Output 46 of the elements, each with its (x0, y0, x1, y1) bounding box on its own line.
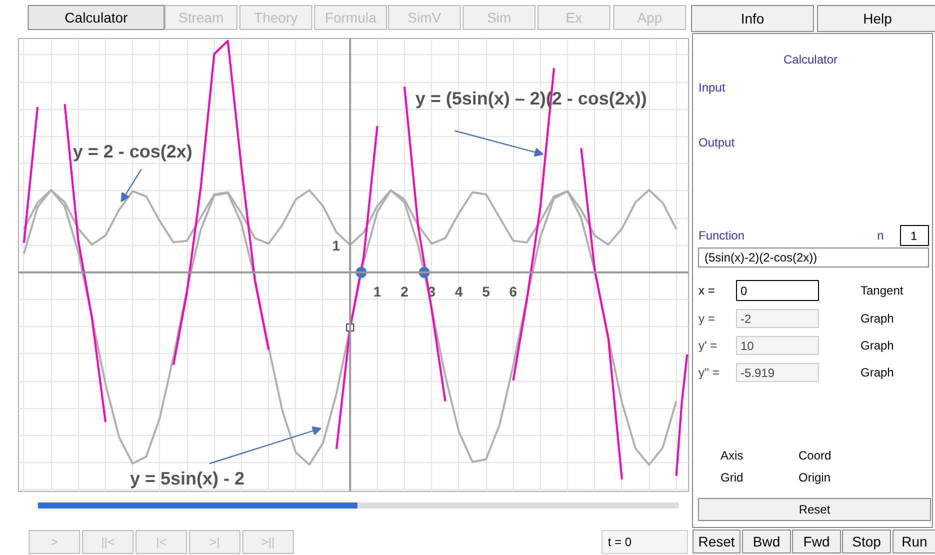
text: Reset (798, 502, 831, 516)
text: ||< (101, 535, 114, 549)
text: Calculator (783, 52, 838, 66)
text: Graph (860, 366, 894, 380)
text: -2 (740, 312, 752, 326)
text: x = (698, 284, 715, 298)
text: > (50, 535, 58, 549)
x-tick-label: 1 (373, 283, 382, 300)
text: Calculator (64, 10, 128, 26)
text: (5sin(x)-2)(2-cos(2x)) (704, 250, 818, 264)
text: Tangent (860, 284, 904, 298)
text: y = (698, 312, 715, 326)
text: Help (863, 10, 892, 26)
text: Fwd (803, 534, 830, 550)
x-tick-label: 2 (400, 283, 409, 300)
text: Run (902, 534, 928, 550)
text: -5.919 (740, 366, 775, 380)
text: Axis (720, 448, 744, 462)
annotation: y = 5sin(x) - 2 (130, 468, 245, 488)
text: Reset (698, 534, 735, 550)
text: Coord (798, 448, 832, 462)
text: y' = (698, 338, 718, 352)
text: Origin (798, 470, 831, 484)
text: Grid (720, 470, 744, 484)
x-tick-label: 6 (509, 283, 518, 300)
text: Graph (860, 312, 894, 326)
annotation: 1 (332, 237, 340, 254)
text: t = 0 (608, 535, 632, 549)
text: Graph (860, 338, 894, 352)
text: 0 (740, 284, 748, 298)
x-tick-label: 4 (454, 283, 463, 300)
text: >| (210, 535, 220, 549)
text: Output (698, 136, 736, 150)
text: Stop (852, 534, 882, 550)
text: Bwd (752, 534, 780, 550)
x-tick-label: 5 (482, 283, 490, 300)
text: y'' = (698, 366, 720, 380)
text: n (877, 228, 884, 242)
text: |< (156, 535, 166, 549)
annotation: y = 2 - cos(2x) (72, 141, 192, 162)
text: 1 (910, 229, 918, 243)
text: Input (698, 80, 726, 94)
text: Info (740, 10, 764, 26)
text: 10 (740, 339, 754, 353)
text: Function (698, 228, 745, 242)
text: >|| (261, 535, 275, 549)
